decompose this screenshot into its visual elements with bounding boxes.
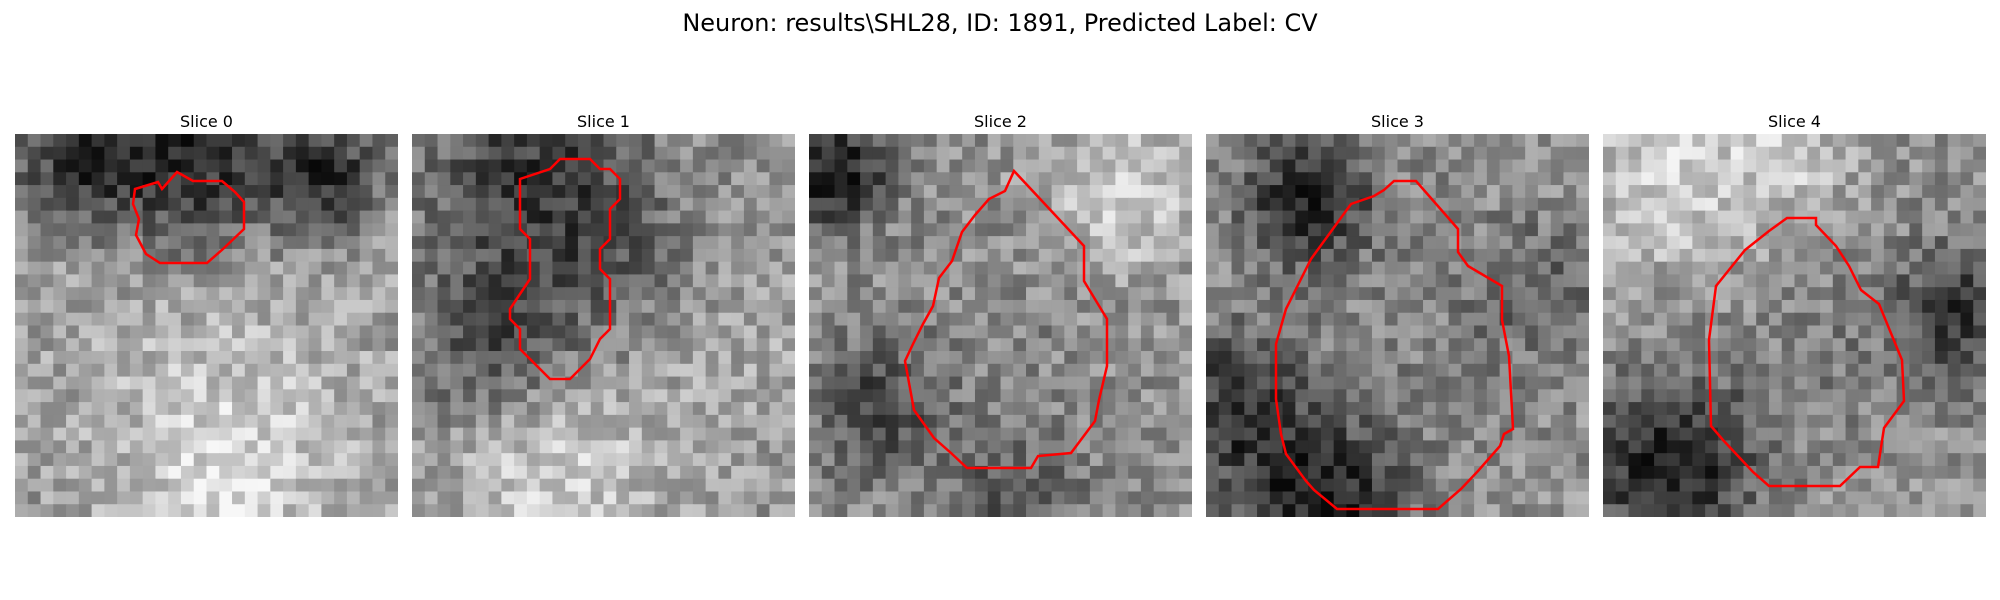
grayscale-microscopy-image bbox=[412, 134, 795, 517]
slice-panel-4: Slice 4 bbox=[1603, 112, 1986, 517]
roi-contour bbox=[131, 170, 246, 265]
roi-contour bbox=[1274, 179, 1515, 511]
slice-title-1: Slice 1 bbox=[577, 112, 630, 131]
slice-title-0: Slice 0 bbox=[180, 112, 233, 131]
grayscale-microscopy-image bbox=[809, 134, 1192, 517]
slice-image-2 bbox=[809, 134, 1192, 517]
grayscale-microscopy-image bbox=[1603, 134, 1986, 517]
grayscale-microscopy-image bbox=[15, 134, 398, 517]
slice-panel-1: Slice 1 bbox=[412, 112, 795, 517]
slice-image-0 bbox=[15, 134, 398, 517]
roi-contour bbox=[508, 157, 622, 381]
slice-image-4 bbox=[1603, 134, 1986, 517]
slice-panel-0: Slice 0 bbox=[15, 112, 398, 517]
slice-title-4: Slice 4 bbox=[1768, 112, 1821, 131]
slice-image-1 bbox=[412, 134, 795, 517]
roi-contour bbox=[903, 168, 1109, 470]
slice-panel-2: Slice 2 bbox=[809, 112, 1192, 517]
slice-title-2: Slice 2 bbox=[974, 112, 1027, 131]
grayscale-microscopy-image bbox=[1206, 134, 1589, 517]
slice-title-3: Slice 3 bbox=[1371, 112, 1424, 131]
figure-title: Neuron: results\SHL28, ID: 1891, Predict… bbox=[682, 9, 1318, 37]
slice-image-3 bbox=[1206, 134, 1589, 517]
roi-contour bbox=[1707, 216, 1906, 488]
slice-panel-3: Slice 3 bbox=[1206, 112, 1589, 517]
